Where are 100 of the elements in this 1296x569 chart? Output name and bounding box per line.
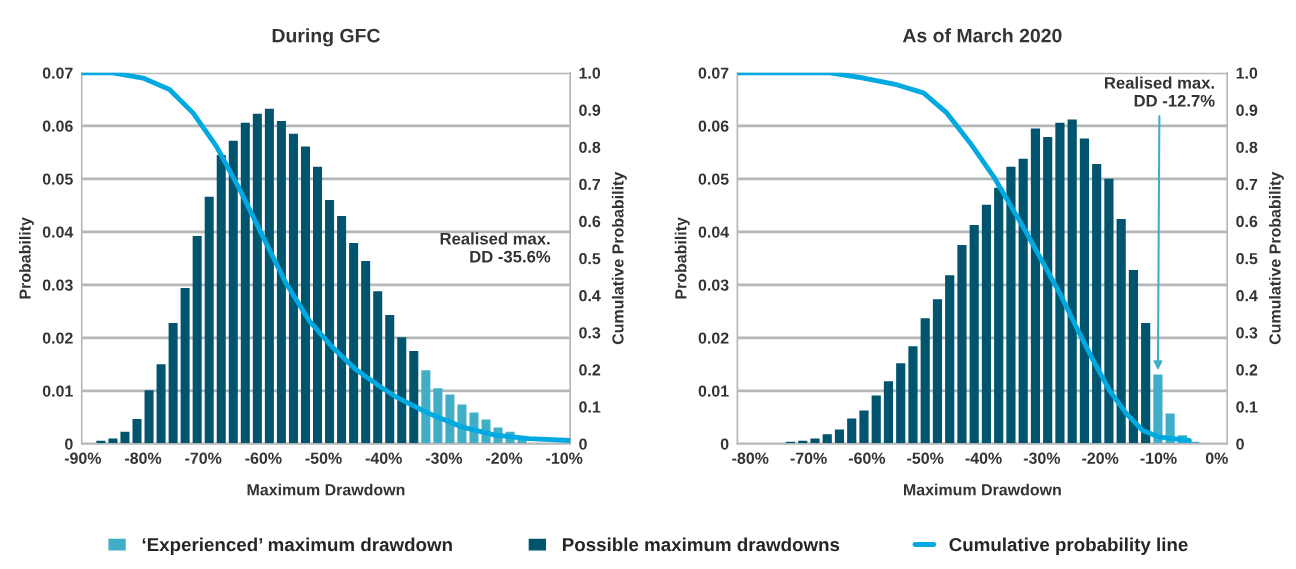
annotation: Realised max. DD -35.6% [440,232,551,263]
bar [1141,322,1151,444]
y2-tick-label: 0.9 [579,104,601,116]
bar [920,318,930,444]
y2-axis-title: Cumulative Probability [1268,171,1284,345]
x-tick-label: -40% [365,452,402,464]
bar [204,196,214,444]
bar [156,364,166,444]
x-axis-title: Maximum Drawdown [247,483,405,496]
bar [957,245,967,444]
x-axis-title: Maximum Drawdown [904,483,1061,496]
bar [373,291,383,444]
bar [252,113,262,444]
y-tick-label: 0.04 [698,226,730,238]
bar [1055,122,1065,444]
x-tick-label: -50% [305,452,342,464]
y2-tick-label: 0 [579,438,587,450]
bar [822,434,832,444]
y2-tick-label: 0 [1236,438,1244,450]
y-tick-label: 0.03 [42,279,73,291]
bar [397,337,407,444]
bar [1079,138,1090,444]
y2-tick-label: 0.6 [1236,215,1258,228]
y2-tick-label: 0.8 [1236,141,1258,153]
y2-tick-label: 0.5 [1236,252,1258,265]
bar [945,275,955,444]
bar [180,288,190,444]
bar [981,204,992,444]
y2-tick-label: 0.3 [1236,327,1258,339]
bar [349,242,359,444]
y-tick-label: 0.05 [42,173,73,185]
bar [1092,163,1102,444]
bar [300,146,310,444]
bar [192,236,202,444]
x-tick-label: -10% [546,452,583,464]
bar [896,363,906,444]
x-tick-label: -80% [125,452,162,464]
y-tick-label: 0.07 [42,67,73,79]
x-tick-label: -50% [907,452,944,464]
y2-tick-label: 0.5 [579,252,601,265]
y-tick-label: 0.07 [698,67,729,79]
bar [847,418,857,444]
y-tick-label: 0.01 [698,385,729,397]
y-tick-label: 0.04 [42,226,74,238]
bar [1116,219,1126,444]
y-tick-label: 0.03 [698,279,729,291]
bar [337,215,347,444]
bar [1104,178,1114,444]
bar [908,346,918,444]
bar [276,121,286,444]
bar [1128,269,1139,444]
line-series [81,72,571,443]
y2-tick-label: 0.7 [1236,178,1258,191]
bar [1030,128,1041,444]
bar [168,322,178,444]
y-tick-label: 0 [65,438,73,450]
bar [932,299,943,444]
x-tick-label: -90% [64,452,102,464]
y2-tick-label: 0.3 [579,327,601,339]
legend-label: ‘Experienced’ maximum drawdown [142,537,452,555]
bar [216,154,226,444]
y2-tick-label: 0.8 [579,141,601,153]
bar [385,315,395,444]
x-tick-label: -70% [185,452,222,464]
y2-tick-label: 0.9 [1236,104,1258,116]
bar [144,390,154,444]
bar [264,108,274,444]
bar [421,370,431,444]
y-axis-title: Probability [19,217,34,299]
y2-tick-label: 0.2 [579,364,601,376]
y-axis-title: Probability [674,217,690,299]
x-tick-label: -40% [965,452,1002,464]
x-tick-label: 0% [1205,452,1228,464]
bar [883,381,894,444]
x-tick-label: -80% [732,452,769,464]
y-tick-label: 0.06 [698,120,729,132]
bar [120,431,130,444]
y2-tick-label: 0.1 [1236,401,1258,413]
y2-tick-label: 0.2 [1236,364,1258,376]
y2-tick-label: 0.7 [579,178,601,191]
x-tick-label: -60% [245,452,282,464]
x-tick-label: -30% [1023,452,1061,464]
annotation: Realised max. DD -12.7% [1105,76,1215,107]
bar [994,187,1004,444]
bar [1006,166,1016,444]
y-tick-label: 0.02 [698,332,729,344]
y2-tick-label: 1.0 [1236,67,1258,79]
chart-title: As of March 2020 [902,28,1062,43]
bar [1043,136,1053,444]
bar [228,140,238,444]
bar [859,410,869,444]
y-tick-label: 0.05 [698,173,729,185]
bar [871,395,881,444]
x-tick-label: -10% [1140,452,1177,464]
bar [409,351,419,444]
bar [361,260,371,444]
x-tick-label: -70% [790,452,827,464]
y-tick-label: 0 [720,438,729,450]
x-tick-label: -20% [486,452,523,464]
bar [969,224,979,444]
